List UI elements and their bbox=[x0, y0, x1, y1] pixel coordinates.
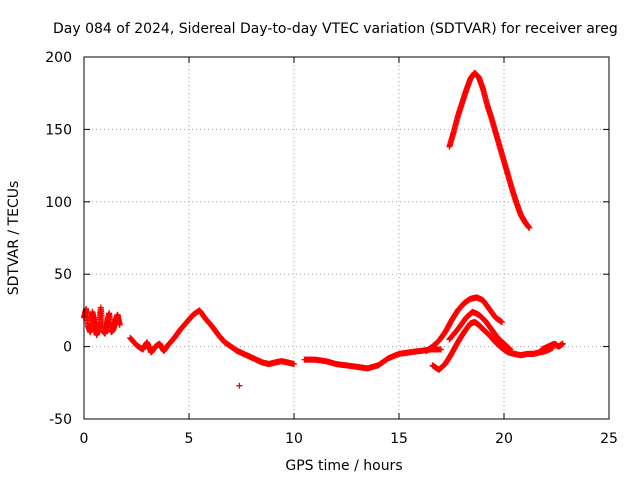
plot-frame bbox=[83, 56, 610, 420]
y-tick-label: 100 bbox=[45, 195, 72, 211]
data-point bbox=[438, 346, 444, 353]
data-points bbox=[81, 69, 566, 389]
axis-ticks: 0 5 10 15 20 25 -50 0 50 100 150 200 bbox=[45, 50, 618, 447]
x-tick-label: 5 bbox=[185, 431, 194, 447]
x-tick-label: 25 bbox=[600, 431, 618, 447]
gridlines bbox=[84, 57, 609, 419]
y-tick-label: 0 bbox=[63, 340, 72, 356]
x-axis-label: GPS time / hours bbox=[285, 458, 402, 474]
data-point bbox=[116, 321, 123, 328]
x-tick-label: 10 bbox=[285, 431, 303, 447]
y-tick-label: 50 bbox=[54, 267, 72, 283]
x-tick-label: 20 bbox=[495, 431, 513, 447]
y-tick-label: 150 bbox=[45, 122, 72, 138]
y-tick-label: -50 bbox=[49, 412, 72, 428]
data-point bbox=[236, 382, 243, 389]
data-point bbox=[526, 224, 533, 231]
x-tick-label: 15 bbox=[390, 431, 408, 447]
chart-title: Day 084 of 2024, Sidereal Day-to-day VTE… bbox=[53, 21, 618, 37]
data-point bbox=[559, 340, 566, 347]
y-tick-label: 200 bbox=[45, 50, 72, 66]
y-axis-label: SDTVAR / TECUs bbox=[6, 181, 22, 296]
x-tick-label: 0 bbox=[80, 431, 89, 447]
data-point bbox=[507, 346, 514, 353]
data-point bbox=[291, 360, 297, 367]
data-point bbox=[498, 318, 505, 325]
